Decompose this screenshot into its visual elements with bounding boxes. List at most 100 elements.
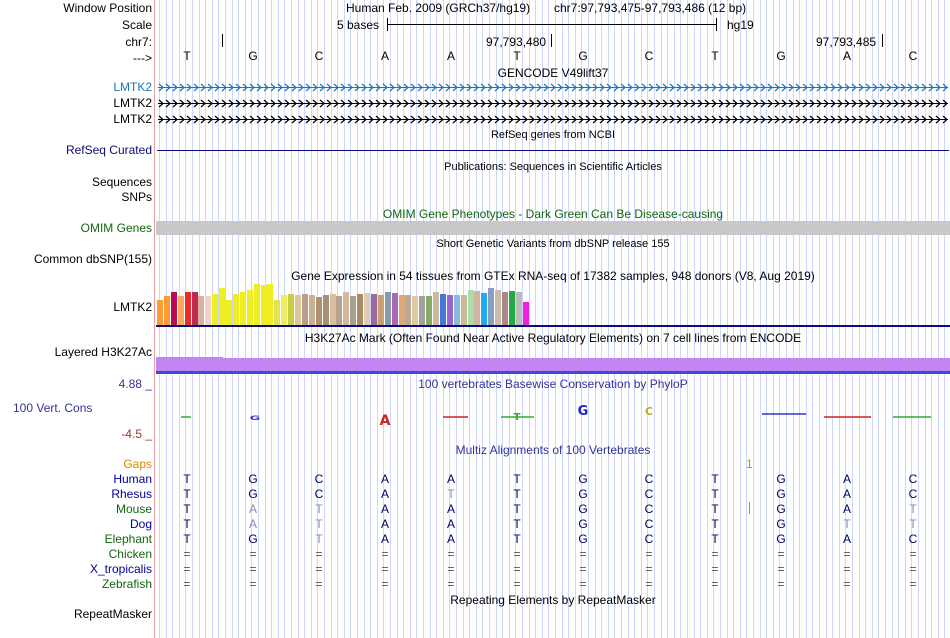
grid-line [529,0,530,638]
gtex-tissue-bar[interactable] [226,300,232,325]
gtex-tissue-bar[interactable] [184,292,191,325]
species-label[interactable]: X_tropicalis [89,562,152,576]
species-label[interactable]: Dog [129,517,152,531]
h3k27ac-title[interactable]: H3K27Ac Mark (Often Found Near Active Re… [304,331,802,345]
gtex-tissue-bar[interactable] [370,294,377,325]
gtex-gene-label[interactable]: LMTK2 [113,300,152,314]
gtex-tissue-bar[interactable] [467,290,474,325]
gtex-tissue-bar[interactable] [481,293,488,325]
grid-line [746,0,747,638]
gtex-tissue-bar[interactable] [288,294,295,325]
gtex-tissue-bar[interactable] [474,291,481,325]
gtex-tissue-bar[interactable] [295,295,301,325]
gtex-tissue-bar[interactable] [439,294,446,325]
gtex-tissue-bar[interactable] [357,294,364,325]
gtex-tissue-bar[interactable] [384,292,391,325]
gtex-title[interactable]: Gene Expression in 54 tissues from GTEx … [291,269,815,283]
species-label[interactable]: Elephant [104,532,152,546]
snps-label[interactable]: SNPs [121,190,152,204]
h3k27ac-signal[interactable] [223,358,950,372]
grid-line [687,0,688,638]
omim-label[interactable]: OMIM Genes [80,221,152,235]
phylop-title[interactable]: 100 vertebrates Basewise Conservation by… [418,377,688,391]
gtex-tissue-bar[interactable] [502,292,508,325]
gtex-tissue-bar[interactable] [426,296,433,325]
phylop-label[interactable]: 100 Vert. Cons [13,401,93,415]
gtex-tissue-bar[interactable] [212,294,219,325]
species-label[interactable]: Chicken [108,547,152,561]
gene-track-arrows[interactable] [158,114,948,125]
gtex-tissue-bar[interactable] [232,294,239,325]
multiz-title[interactable]: Multiz Alignments of 100 Vertebrates [455,443,651,457]
species-label[interactable]: Mouse [115,502,152,516]
gtex-tissue-bar[interactable] [336,296,343,325]
gtex-tissue-bar[interactable] [157,300,163,325]
sequences-label[interactable]: Sequences [91,175,152,189]
repeatmasker-title[interactable]: Repeating Elements by RepeatMasker [450,593,656,607]
gtex-tissue-bar[interactable] [177,296,184,325]
gtex-tissue-bar[interactable] [488,288,495,325]
gtex-tissue-bar[interactable] [364,293,370,325]
gencode-gene-label[interactable]: LMTK2 [113,112,152,126]
gencode-gene-label[interactable]: LMTK2 [113,80,152,94]
gtex-tissue-bar[interactable] [329,294,336,325]
grid-line [786,0,787,638]
species-label[interactable]: Zebrafish [101,577,152,591]
alignment-base: G [248,487,258,501]
gtex-tissue-bar[interactable] [170,292,177,325]
species-label[interactable]: Rhesus [111,487,152,501]
dbsnp-label[interactable]: Common dbSNP(155) [33,252,152,266]
gtex-tissue-bar[interactable] [253,284,260,325]
omim-title[interactable]: OMIM Gene Phenotypes - Dark Green Can Be… [382,207,724,221]
gtex-tissue-bar[interactable] [267,284,274,325]
gtex-tissue-bar[interactable] [260,285,267,325]
h3k27ac-label[interactable]: Layered H3K27Ac [54,345,152,359]
gtex-tissue-bar[interactable] [205,296,212,325]
gtex-tissue-bar[interactable] [508,291,515,325]
gtex-bar-chart[interactable] [157,284,537,325]
gtex-tissue-bar[interactable] [412,296,419,325]
gene-track-arrows[interactable] [158,82,948,93]
omim-bar[interactable] [156,221,950,235]
dbsnp-title[interactable]: Short Genetic Variants from dbSNP releas… [436,238,670,250]
publications-title[interactable]: Publications: Sequences in Scientific Ar… [444,161,662,173]
gtex-tissue-bar[interactable] [377,295,384,325]
gtex-tissue-bar[interactable] [405,295,412,325]
gtex-tissue-bar[interactable] [191,292,198,325]
gtex-tissue-bar[interactable] [322,295,329,325]
phylop-logo[interactable]: G A T G C [156,400,950,430]
gtex-tissue-bar[interactable] [239,292,246,325]
gtex-tissue-bar[interactable] [219,288,226,325]
gtex-tissue-bar[interactable] [391,293,398,325]
gtex-tissue-bar[interactable] [246,290,253,325]
species-label[interactable]: Human [113,472,152,486]
gtex-tissue-bar[interactable] [446,295,453,325]
gtex-tissue-bar[interactable] [301,294,308,325]
refseq-label[interactable]: RefSeq Curated [65,143,152,157]
gtex-tissue-bar[interactable] [419,296,426,325]
refseq-line[interactable] [157,150,949,151]
gtex-tissue-bar[interactable] [522,302,529,325]
refseq-title[interactable]: RefSeq genes from NCBI [490,129,616,141]
gtex-tissue-bar[interactable] [343,292,350,325]
repeatmasker-label[interactable]: RepeatMasker [73,607,152,621]
gtex-tissue-bar[interactable] [515,292,522,325]
gtex-tissue-bar[interactable] [398,295,405,325]
gtex-tissue-bar[interactable] [198,296,205,325]
gtex-tissue-bar[interactable] [453,295,460,325]
h3k27ac-signal[interactable] [156,357,223,372]
gaps-label[interactable]: Gaps [123,457,152,471]
gtex-tissue-bar[interactable] [308,295,315,325]
gene-track-arrows[interactable] [158,98,948,109]
gtex-tissue-bar[interactable] [433,292,439,325]
gencode-gene-label[interactable]: LMTK2 [113,96,152,110]
gtex-tissue-bar[interactable] [281,295,288,325]
grid-line [575,0,576,638]
gtex-tissue-bar[interactable] [460,295,467,325]
gtex-tissue-bar[interactable] [315,297,322,325]
gtex-tissue-bar[interactable] [274,300,281,325]
gtex-tissue-bar[interactable] [495,290,502,325]
gencode-title[interactable]: GENCODE V49lift37 [497,66,609,80]
gtex-tissue-bar[interactable] [350,296,357,325]
gtex-tissue-bar[interactable] [163,296,170,325]
